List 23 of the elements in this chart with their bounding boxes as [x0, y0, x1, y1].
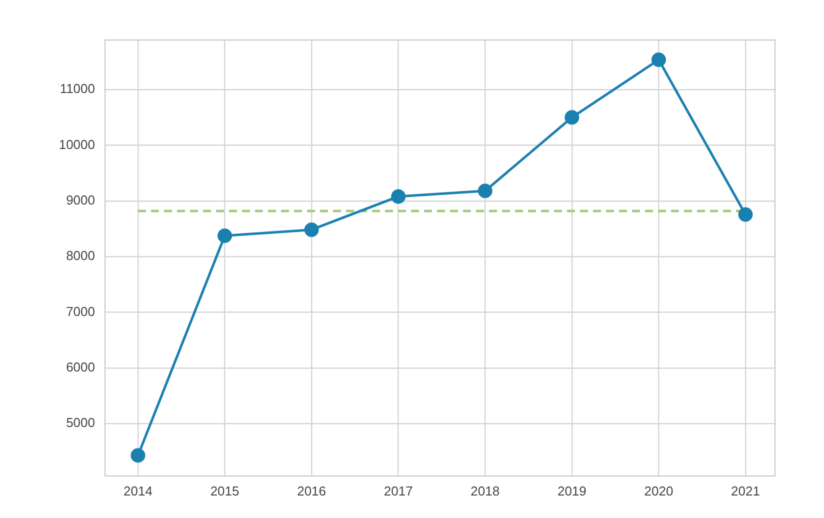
y-tick-label: 10000: [58, 136, 95, 152]
point: [218, 228, 232, 243]
point: [304, 222, 319, 237]
y-tick-label: 9000: [66, 192, 95, 208]
point: [564, 110, 580, 125]
x-tick-label: 2016: [297, 483, 326, 498]
x-tick-label: 2014: [124, 483, 152, 498]
point: [391, 189, 406, 204]
point: [478, 184, 492, 198]
x-tick-label: 2017: [384, 483, 413, 498]
point: [651, 52, 666, 68]
x-tick-label: 2018: [470, 483, 500, 498]
x-tick-label: 2021: [731, 483, 760, 498]
point: [130, 448, 146, 463]
x-tick-label: 2015: [210, 483, 240, 498]
x-tick-label: 2020: [644, 483, 674, 498]
x-tick-label: 2019: [557, 483, 586, 498]
y-tick-label: 7000: [66, 304, 95, 319]
y-tick-label: 11000: [60, 81, 95, 96]
y-tick-label: 5000: [66, 415, 95, 430]
point: [738, 207, 753, 222]
y-tick-label: 6000: [66, 360, 95, 375]
y-tick-label: 8000: [66, 248, 95, 264]
